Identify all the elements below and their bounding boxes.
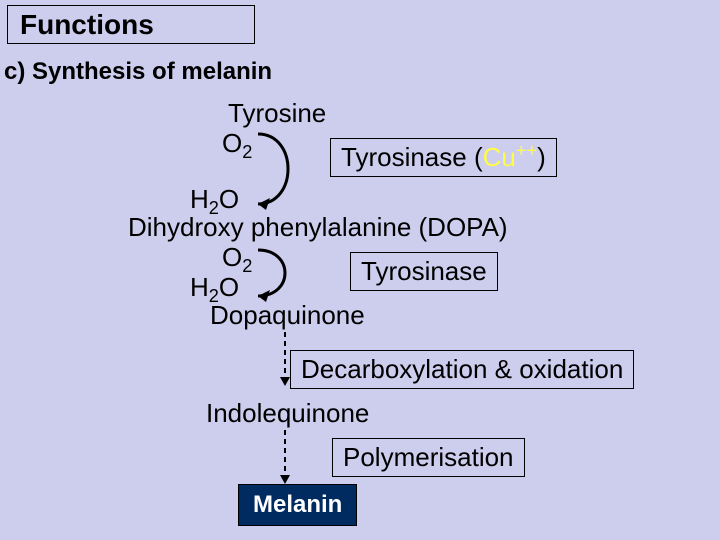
node-tyrosine-label: Tyrosine — [228, 98, 326, 128]
dash-seg — [284, 457, 286, 462]
tyrosinase-sup: ++ — [516, 140, 537, 160]
o2-1-base: O — [222, 128, 242, 158]
node-indolequinone-label: Indolequinone — [206, 398, 369, 428]
enzyme-tyrosinase-box: Tyrosinase — [350, 252, 498, 291]
h2o-label-2: H2O — [190, 272, 239, 303]
dash-seg — [284, 430, 286, 435]
dashed-arrow-1 — [284, 332, 286, 386]
section-subhead-text: c) Synthesis of melanin — [4, 58, 272, 85]
step-decarb-label: Decarboxylation & oxidation — [301, 354, 623, 384]
dash-head-icon — [280, 377, 290, 386]
o2-2-sub: 2 — [242, 256, 252, 276]
dash-seg — [284, 350, 286, 355]
dash-seg — [284, 466, 286, 471]
dash-head-icon — [280, 475, 290, 484]
section-subhead: c) Synthesis of melanin — [4, 58, 272, 86]
enzyme-tyrosinase-cu-box: Tyrosinase (Cu++) — [330, 138, 557, 177]
h2o-1-tail: O — [219, 184, 239, 214]
step-polym-box: Polymerisation — [332, 438, 525, 477]
tyrosinase-post: ) — [537, 142, 546, 172]
curve-arrow-1 — [252, 128, 332, 214]
curve-arrow-2-path — [258, 250, 285, 296]
enzyme-tyrosinase-label: Tyrosinase — [361, 256, 487, 286]
tyrosinase-cu: Cu — [483, 142, 516, 172]
h2o-label-1: H2O — [190, 184, 239, 215]
curve-arrow-1-head — [258, 198, 270, 210]
node-tyrosine: Tyrosine — [228, 98, 326, 129]
dash-seg — [284, 439, 286, 444]
dash-seg — [284, 448, 286, 453]
dash-seg — [284, 332, 286, 337]
functions-title: Functions — [20, 9, 154, 41]
curve-arrow-1-path — [258, 134, 288, 204]
h2o-2-sub: 2 — [209, 286, 219, 306]
enzyme-tyrosinase-cu: Tyrosinase (Cu++) — [341, 142, 546, 172]
node-dopa: Dihydroxy phenylalanine (DOPA) — [128, 212, 508, 243]
h2o-1-base: H — [190, 184, 209, 214]
functions-title-box: Functions — [7, 5, 255, 44]
dashed-arrow-2 — [284, 430, 286, 484]
step-polym-label: Polymerisation — [343, 442, 514, 472]
node-indolequinone: Indolequinone — [206, 398, 369, 429]
node-melanin-label: Melanin — [253, 491, 342, 518]
h2o-2-base: H — [190, 272, 209, 302]
curve-arrow-2 — [252, 244, 332, 306]
dash-seg — [284, 341, 286, 346]
o2-1-sub: 2 — [242, 142, 252, 162]
step-decarb-box: Decarboxylation & oxidation — [290, 350, 634, 389]
h2o-2-tail: O — [219, 272, 239, 302]
dash-seg — [284, 368, 286, 373]
node-melanin: Melanin — [238, 484, 357, 526]
dash-seg — [284, 359, 286, 364]
h2o-1-sub: 2 — [209, 198, 219, 218]
node-dopa-label: Dihydroxy phenylalanine (DOPA) — [128, 212, 508, 242]
o2-label-1: O2 — [222, 128, 252, 159]
o2-label-2: O2 — [222, 242, 252, 273]
o2-2-base: O — [222, 242, 242, 272]
tyrosinase-pre: Tyrosinase ( — [341, 142, 483, 172]
